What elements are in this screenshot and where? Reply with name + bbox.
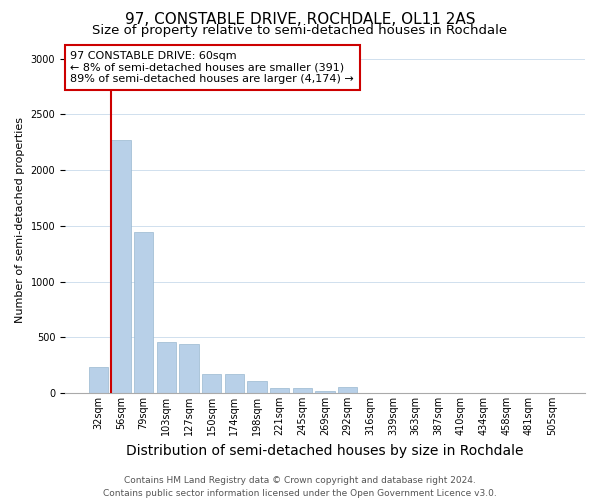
Text: Contains HM Land Registry data © Crown copyright and database right 2024.
Contai: Contains HM Land Registry data © Crown c… [103,476,497,498]
Bar [293,388,312,393]
Y-axis label: Number of semi-detached properties: Number of semi-detached properties [15,118,25,324]
Text: 97, CONSTABLE DRIVE, ROCHDALE, OL11 2AS: 97, CONSTABLE DRIVE, ROCHDALE, OL11 2AS [125,12,475,28]
Bar [157,342,176,393]
Bar [270,388,289,393]
Bar [112,140,131,393]
Bar [316,391,335,393]
Text: 97 CONSTABLE DRIVE: 60sqm
← 8% of semi-detached houses are smaller (391)
89% of : 97 CONSTABLE DRIVE: 60sqm ← 8% of semi-d… [70,51,354,84]
X-axis label: Distribution of semi-detached houses by size in Rochdale: Distribution of semi-detached houses by … [126,444,524,458]
Bar [247,382,266,393]
Text: Size of property relative to semi-detached houses in Rochdale: Size of property relative to semi-detach… [92,24,508,37]
Bar [134,232,153,393]
Bar [224,374,244,393]
Bar [202,374,221,393]
Bar [338,387,358,393]
Bar [89,368,108,393]
Bar [179,344,199,393]
